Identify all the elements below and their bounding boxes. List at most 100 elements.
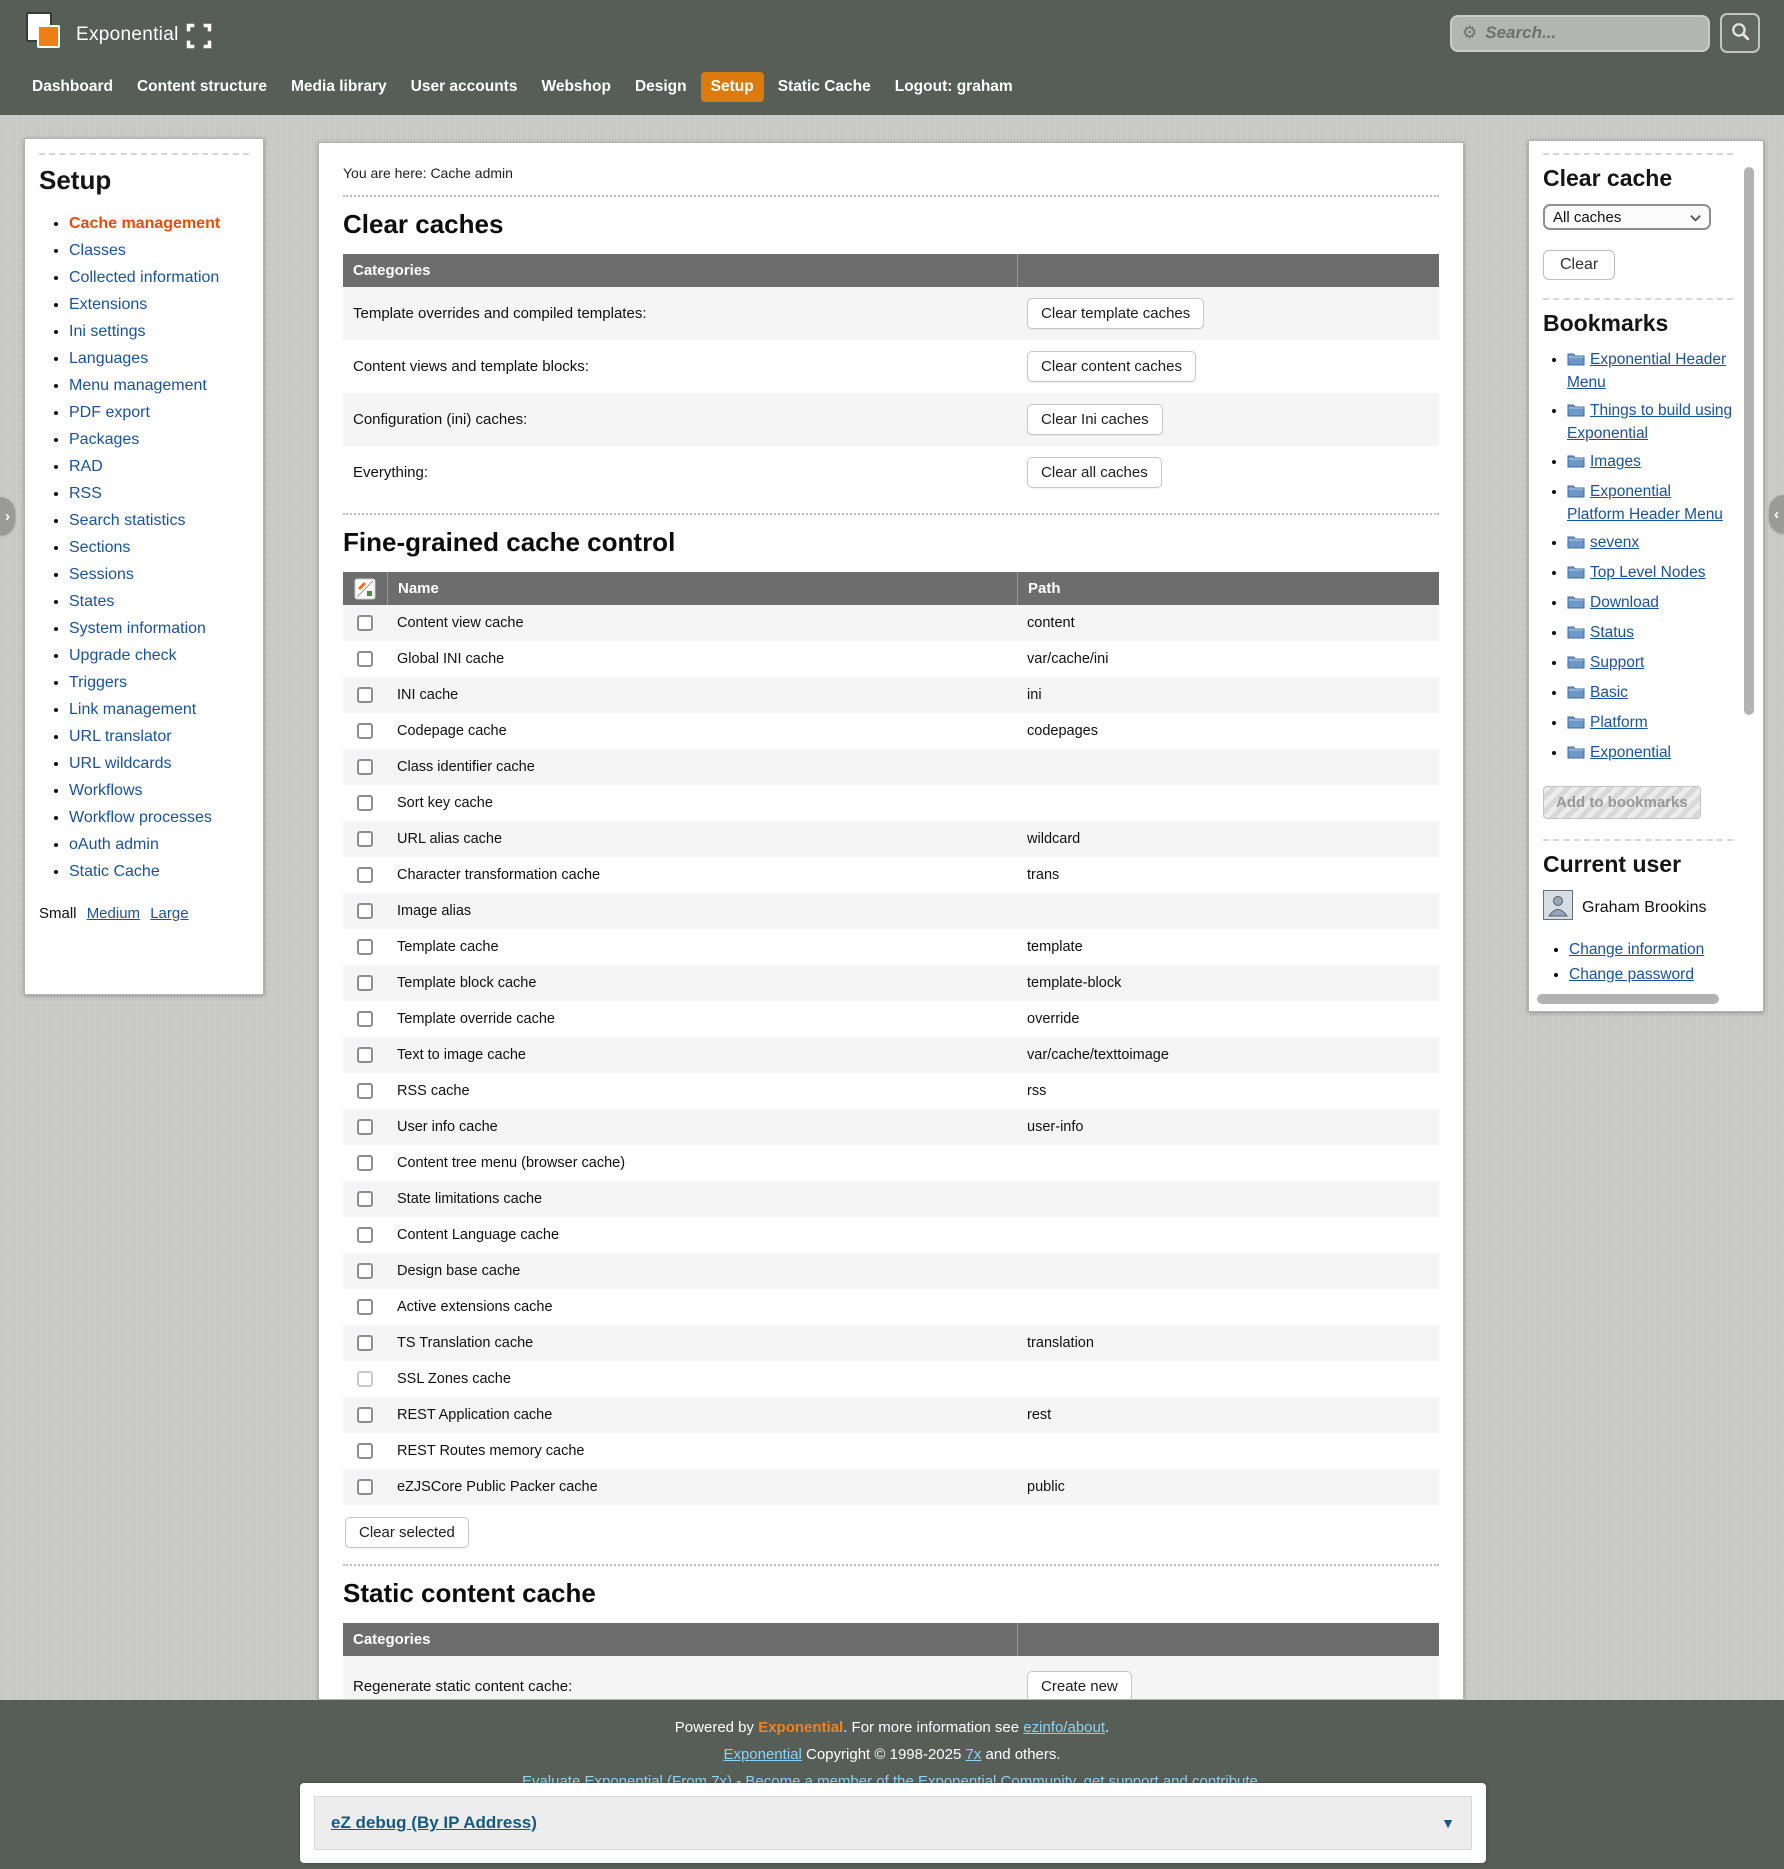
brand-logo[interactable] [26, 12, 68, 54]
nav-item[interactable]: User accounts [410, 78, 518, 95]
setup-menu-link[interactable]: PDF export [69, 404, 150, 421]
nav-item[interactable]: Content structure [136, 78, 268, 95]
setup-menu-link[interactable]: Languages [69, 350, 149, 367]
setup-menu-link[interactable]: Search statistics [69, 512, 186, 529]
setup-menu-link[interactable]: Upgrade check [69, 647, 177, 664]
nav-item[interactable]: Logout: graham [894, 78, 1013, 95]
bookmark-link[interactable]: Things to build using Exponential [1567, 402, 1733, 442]
clear-selected-button[interactable]: Clear selected [345, 1517, 469, 1548]
cache-row-checkbox[interactable] [357, 1047, 373, 1063]
clear-cache-button[interactable]: Clear content caches [1027, 351, 1196, 382]
clear-button[interactable]: Clear [1543, 250, 1616, 280]
cache-row-checkbox[interactable] [357, 867, 373, 883]
cache-row-checkbox[interactable] [357, 1263, 373, 1279]
divider [1543, 839, 1733, 841]
setup-menu-link[interactable]: Link management [69, 701, 197, 718]
left-panel-expand-handle[interactable]: › [0, 497, 15, 535]
nav-item[interactable]: Design [634, 78, 687, 95]
cache-row-checkbox[interactable] [357, 759, 373, 775]
setup-menu-link[interactable]: Menu management [69, 377, 207, 394]
nav-item[interactable]: Media library [291, 78, 387, 95]
bookmark-link[interactable]: Download [1590, 594, 1659, 611]
bookmark-item: Images [1567, 451, 1733, 474]
setup-menu-link[interactable]: RAD [69, 458, 103, 475]
setup-menu-link[interactable]: Cache management [69, 215, 221, 232]
bookmark-link[interactable]: Platform [1590, 714, 1648, 731]
cache-type-select[interactable]: All caches [1543, 204, 1711, 230]
size-large-link[interactable]: Large [150, 905, 189, 922]
cache-row-checkbox[interactable] [357, 975, 373, 991]
size-medium-link[interactable]: Medium [86, 905, 141, 922]
bookmark-link[interactable]: Top Level Nodes [1590, 564, 1706, 581]
setup-menu-link[interactable]: Workflows [69, 782, 143, 799]
setup-menu-link[interactable]: System information [69, 620, 206, 637]
cache-row-checkbox[interactable] [357, 1335, 373, 1351]
nav-item[interactable]: Webshop [541, 78, 611, 95]
triangle-down-icon[interactable]: ▼ [1441, 1815, 1455, 1831]
setup-menu-link[interactable]: Ini settings [69, 323, 146, 340]
bookmark-link[interactable]: Basic [1590, 684, 1628, 701]
setup-menu-link[interactable]: URL translator [69, 728, 172, 745]
user-link[interactable]: Change information [1569, 941, 1705, 958]
nav-item[interactable]: Dashboard [32, 78, 113, 95]
cache-row-checkbox[interactable] [357, 903, 373, 919]
setup-menu-link[interactable]: Collected information [69, 269, 220, 286]
cache-row-checkbox[interactable] [357, 1227, 373, 1243]
bookmark-link[interactable]: Status [1590, 624, 1634, 641]
horizontal-scrollbar[interactable] [1537, 994, 1719, 1004]
create-new-button[interactable]: Create new [1027, 1670, 1132, 1699]
bookmark-link[interactable]: Exponential Platform Header Menu [1567, 483, 1723, 523]
clear-cache-button[interactable]: Clear Ini caches [1027, 404, 1163, 435]
bookmark-link[interactable]: Images [1590, 453, 1641, 470]
cache-row-checkbox[interactable] [357, 1083, 373, 1099]
bookmark-link[interactable]: sevenx [1590, 534, 1640, 551]
cache-row-checkbox[interactable] [357, 939, 373, 955]
cache-row-checkbox[interactable] [357, 723, 373, 739]
clear-cache-button[interactable]: Clear template caches [1027, 298, 1205, 329]
bookmark-link[interactable]: Exponential Header Menu [1567, 351, 1727, 391]
cache-row-checkbox[interactable] [357, 795, 373, 811]
setup-menu-link[interactable]: Workflow processes [69, 809, 212, 826]
setup-menu-link[interactable]: Sessions [69, 566, 134, 583]
cache-row-checkbox[interactable] [357, 1407, 373, 1423]
user-link[interactable]: Change password [1569, 966, 1694, 983]
setup-menu-link[interactable]: States [69, 593, 115, 610]
cache-row-checkbox[interactable] [357, 1371, 373, 1387]
cache-row-checkbox[interactable] [357, 1479, 373, 1495]
cache-row-checkbox[interactable] [357, 1299, 373, 1315]
setup-menu-link[interactable]: Packages [69, 431, 140, 448]
cache-row-checkbox[interactable] [357, 651, 373, 667]
cache-row-checkbox[interactable] [357, 831, 373, 847]
setup-menu-link[interactable]: Triggers [69, 674, 128, 691]
clear-cache-button[interactable]: Clear all caches [1027, 457, 1162, 488]
cache-row-checkbox[interactable] [357, 1191, 373, 1207]
cache-row-checkbox[interactable] [357, 1155, 373, 1171]
bookmark-link[interactable]: Exponential [1590, 744, 1672, 761]
bookmark-link[interactable]: Support [1590, 654, 1645, 671]
setup-menu-link[interactable]: RSS [69, 485, 102, 502]
setup-menu-link[interactable]: Static Cache [69, 863, 160, 880]
setup-menu-link[interactable]: URL wildcards [69, 755, 172, 772]
exponential-link[interactable]: Exponential [723, 1746, 802, 1763]
cache-row-checkbox[interactable] [357, 687, 373, 703]
invert-selection-icon[interactable] [354, 578, 376, 600]
cache-row-checkbox[interactable] [357, 1119, 373, 1135]
setup-menu-link[interactable]: Sections [69, 539, 131, 556]
setup-menu-link[interactable]: oAuth admin [69, 836, 159, 853]
setup-menu-link[interactable]: Extensions [69, 296, 148, 313]
cache-row-checkbox[interactable] [357, 1443, 373, 1459]
search-button[interactable] [1720, 13, 1760, 53]
cache-row-checkbox[interactable] [357, 615, 373, 631]
debug-title-link[interactable]: eZ debug (By IP Address) [331, 1813, 537, 1832]
cache-row-checkbox[interactable] [357, 1011, 373, 1027]
nav-item[interactable]: Static Cache [777, 78, 871, 95]
cache-category-label: Everything: [353, 464, 429, 481]
sevenx-link[interactable]: 7x [965, 1746, 982, 1763]
fullscreen-icon[interactable] [185, 22, 213, 50]
vertical-scrollbar[interactable] [1744, 167, 1754, 715]
setup-menu-link[interactable]: Classes [69, 242, 126, 259]
ezinfo-about-link[interactable]: ezinfo/about [1023, 1719, 1106, 1736]
nav-item[interactable]: Setup [700, 72, 764, 102]
right-panel-collapse-handle[interactable]: ‹ [1769, 495, 1784, 533]
search-input[interactable]: ⚙ Search... [1450, 14, 1710, 52]
